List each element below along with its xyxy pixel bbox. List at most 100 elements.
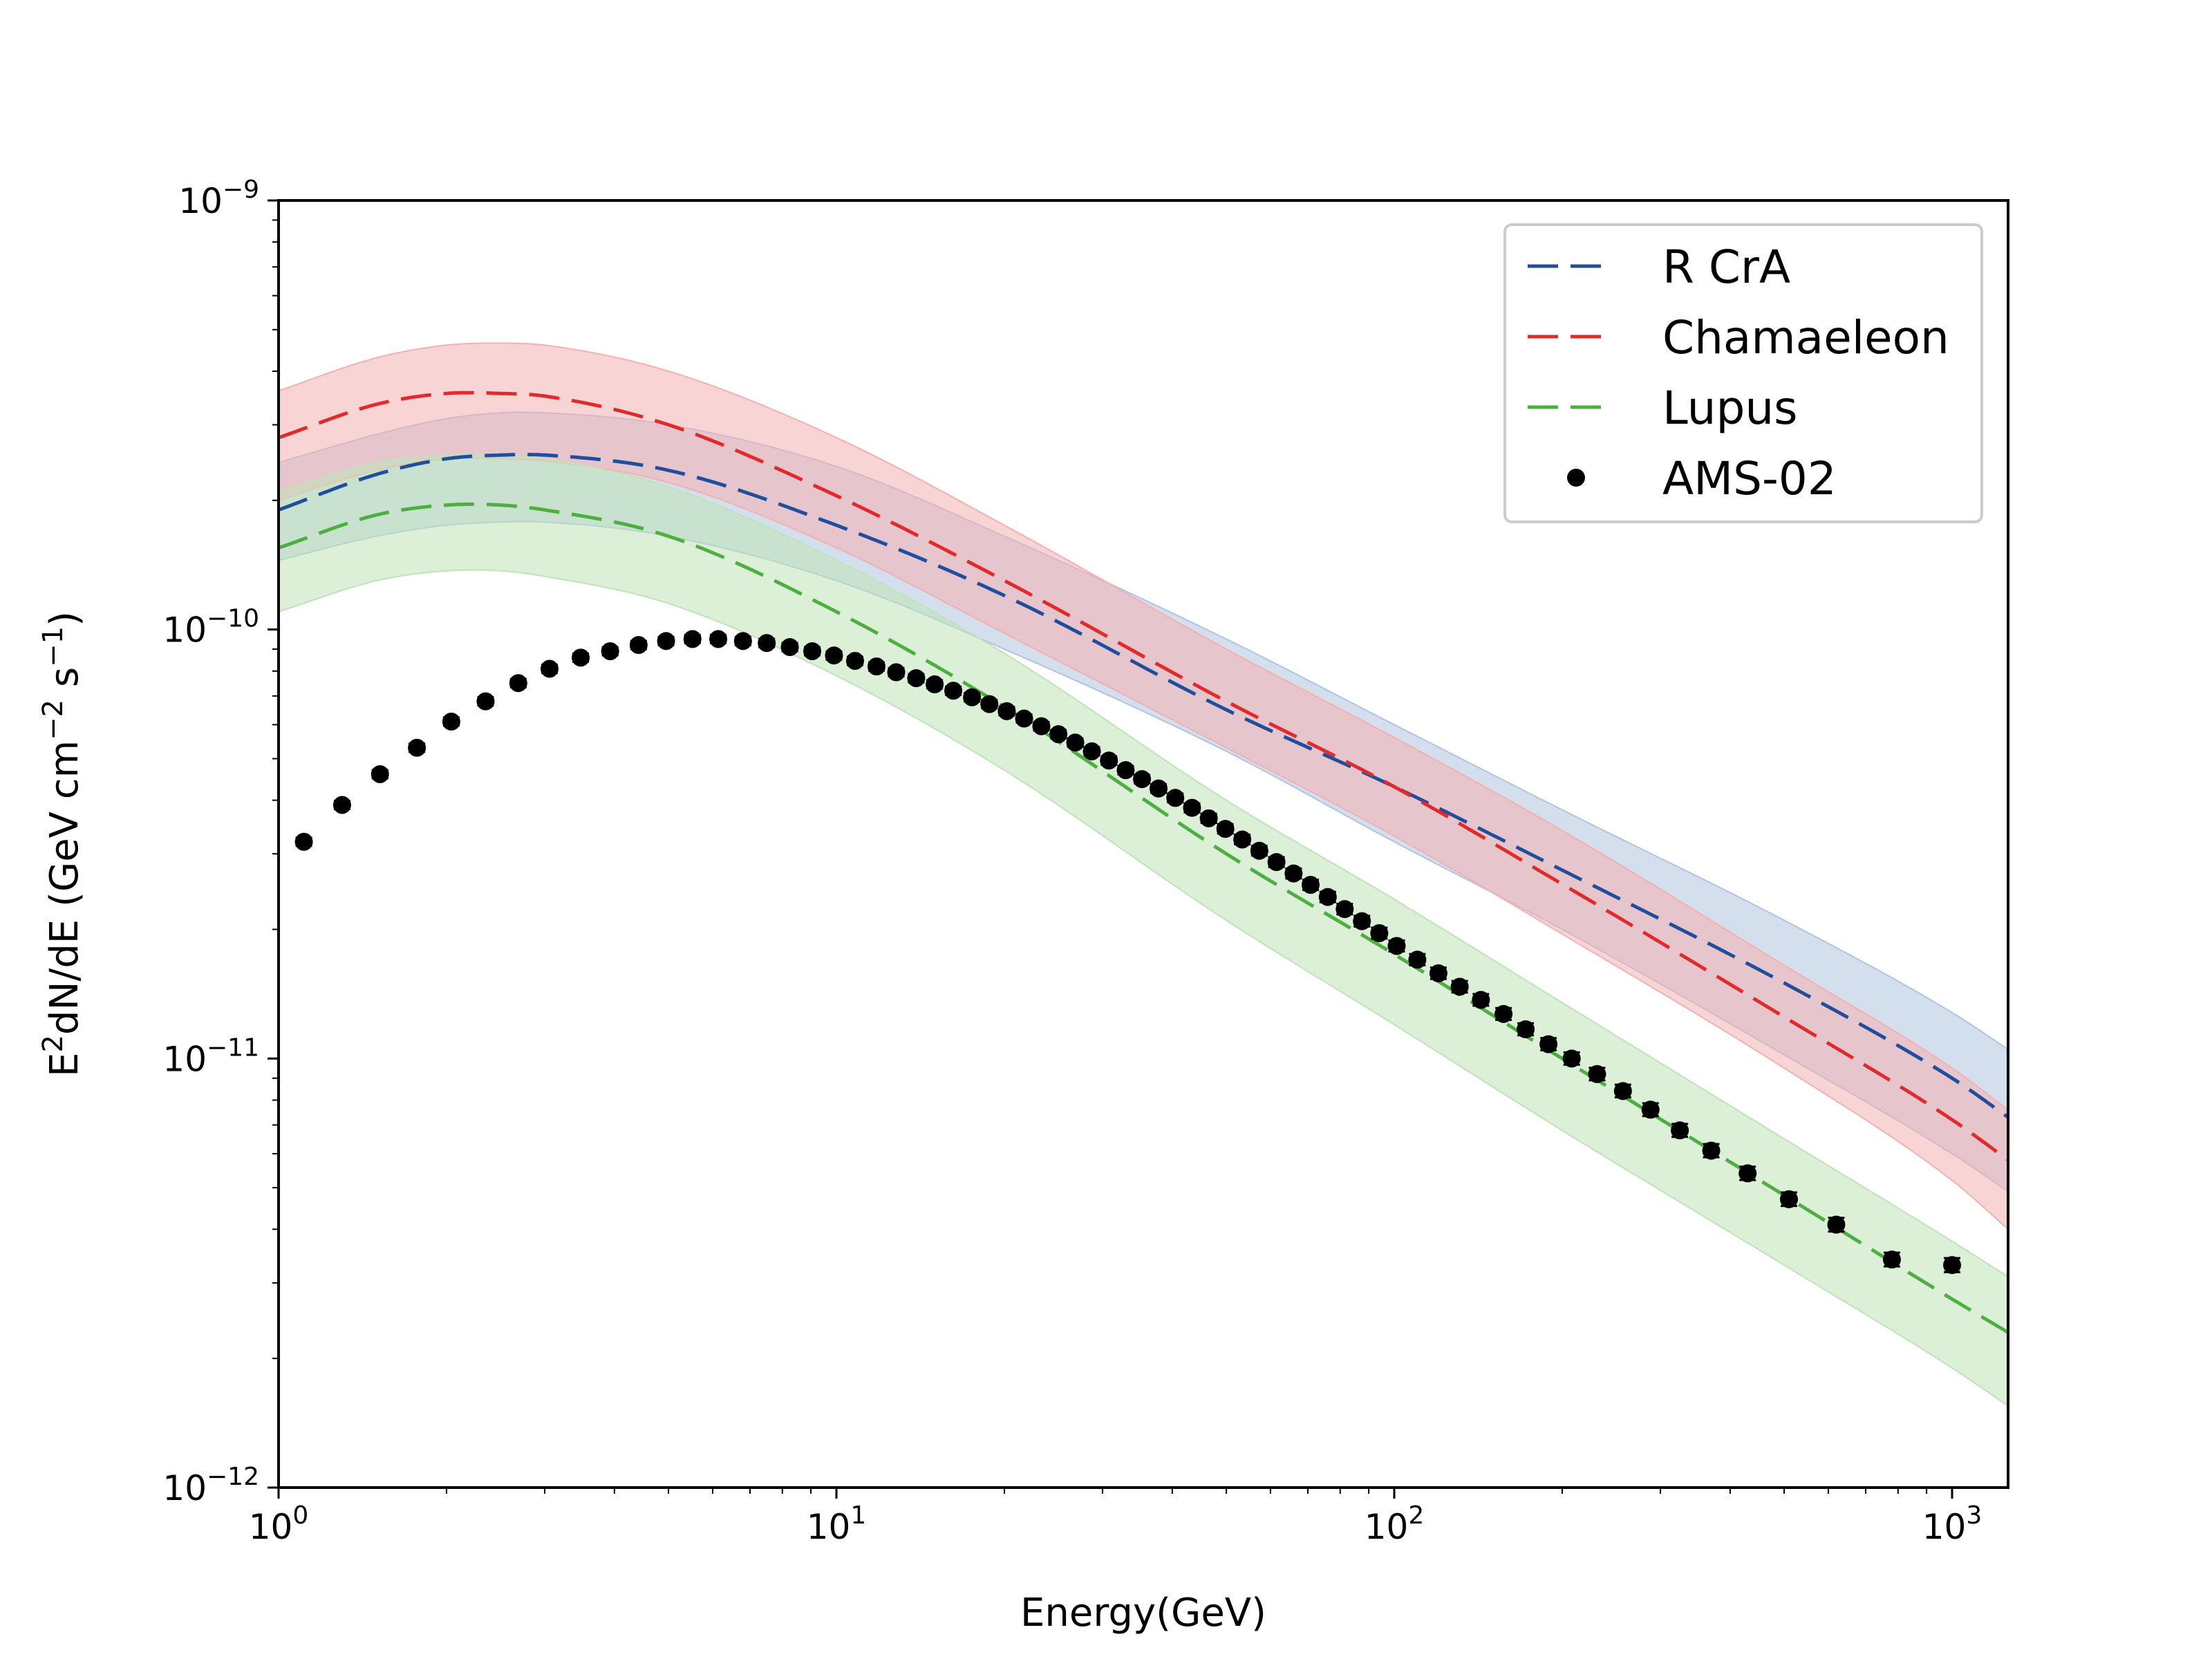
ams-02-marker (1166, 789, 1185, 807)
ams-02-point (1066, 733, 1085, 752)
x-axis-title: Energy(GeV) (1020, 1591, 1266, 1635)
ams-02-point (868, 657, 886, 676)
ams-02-marker (1100, 751, 1118, 770)
ams-02-marker (1450, 977, 1469, 996)
ams-02-point (1032, 717, 1051, 735)
ams-02-point (980, 695, 999, 713)
ams-02-marker (997, 702, 1016, 720)
ams-02-point (1049, 725, 1068, 744)
ams-02-point (1133, 770, 1152, 789)
ams-02-point (540, 659, 559, 678)
y-axis-title-end: ) (42, 611, 87, 626)
ams-02-marker (1250, 841, 1268, 860)
ams-02-point (657, 632, 675, 650)
ams-02-point (1588, 1065, 1606, 1083)
ams-02-marker (408, 738, 427, 757)
ams-02-point (944, 682, 963, 700)
ams-02-point (1233, 830, 1252, 849)
ams-02-point (709, 630, 728, 648)
ams-02-point (476, 692, 495, 711)
ams-02-point (1562, 1049, 1581, 1068)
ams-02-marker (887, 663, 906, 682)
ams-02-marker (1301, 876, 1320, 894)
ams-02-point (572, 648, 590, 667)
ams-02-marker (1882, 1250, 1901, 1269)
ams-02-point (1943, 1256, 1962, 1275)
ams-02-legend-marker (1567, 469, 1585, 487)
ams-02-point (1827, 1215, 1846, 1234)
ams-02-point (1450, 977, 1469, 996)
ams-02-marker (845, 652, 864, 671)
lupus-legend-label: Lupus (1662, 382, 1798, 435)
ams-02-point (442, 712, 460, 731)
ams-02-marker (758, 634, 776, 653)
ams-02-point (1370, 924, 1389, 942)
ams-02-marker (1827, 1215, 1846, 1234)
ams-02-point (371, 765, 389, 783)
ams-02-point (1015, 709, 1033, 728)
ams-02-point (887, 663, 906, 682)
ams-02-marker (1702, 1141, 1721, 1160)
ams-02-marker (963, 688, 982, 706)
ams-02-marker (1738, 1164, 1757, 1183)
y-axis-title-sup1: 2 (37, 1035, 69, 1052)
ams-02-marker (1284, 864, 1303, 883)
ams-02-marker (1233, 830, 1252, 849)
ams-02-point (629, 636, 648, 655)
ams-02-legend-label: AMS-02 (1662, 452, 1837, 505)
ams-02-marker (572, 648, 590, 667)
ams-02-marker (442, 712, 460, 731)
ams-02-point (1613, 1082, 1632, 1100)
ams-02-marker (1370, 924, 1389, 942)
ams-02-point (803, 642, 822, 661)
ams-02-point (1082, 742, 1101, 760)
ams-02-marker (509, 674, 527, 693)
ams-02-point (1267, 853, 1286, 872)
ams-02-point (1284, 864, 1303, 883)
ams-02-point (1387, 937, 1406, 955)
ams-02-marker (1387, 937, 1406, 955)
ams-02-marker (825, 646, 843, 665)
ams-02-marker (1015, 709, 1033, 728)
ams-02-point (1166, 789, 1185, 807)
axis-tick-labels: 100 101 102 103 10−12 10−11 10−10 10−9 (162, 176, 1982, 1547)
ams-02-marker (294, 832, 313, 851)
y-axis-title-sup2: −2 (37, 700, 69, 740)
y-tick-label: 10−11 (162, 1033, 259, 1079)
ams-02-point (509, 674, 527, 693)
ams-02-marker (1082, 742, 1101, 760)
ams-02-point (1199, 809, 1218, 827)
chamaeleon-legend-label: Chamaeleon (1662, 311, 1949, 364)
ams-02-marker (1780, 1190, 1799, 1208)
ams-02-marker (1318, 888, 1337, 906)
ams-02-marker (1216, 820, 1235, 838)
ams-02-point (1539, 1035, 1558, 1053)
ams-02-marker (1539, 1035, 1558, 1053)
ams-02-point (825, 646, 843, 665)
ams-02-marker (907, 669, 926, 688)
axis-ticks (268, 199, 1953, 1499)
ams-02-marker (1353, 912, 1371, 930)
ams-02-point (926, 675, 944, 694)
y-axis-title-mid: dN/dE (GeV cm (42, 740, 87, 1035)
ams-02-point (332, 796, 351, 814)
x-tick-label: 100 (249, 1501, 309, 1547)
ams-02-marker (868, 657, 886, 676)
ams-02-point (601, 642, 619, 661)
ams-02-point (1671, 1121, 1689, 1140)
y-axis-title-base: E (42, 1053, 87, 1077)
y-tick-label: 10−12 (162, 1463, 259, 1508)
x-tick-label: 103 (1922, 1501, 1983, 1547)
ams-02-marker (1517, 1020, 1535, 1039)
ams-02-marker (1562, 1049, 1581, 1068)
ams-02-marker (1943, 1256, 1962, 1275)
ams-02-point (1301, 876, 1320, 894)
ams-02-marker (803, 642, 822, 661)
ams-02-marker (1613, 1082, 1632, 1100)
ams-02-marker (1049, 725, 1068, 744)
ams-02-marker (371, 765, 389, 783)
r-cra-legend-label: R CrA (1662, 241, 1790, 294)
ams-02-point (1472, 991, 1490, 1009)
y-axis-title: E2dN/dE (GeV cm−2 s−1) (37, 611, 87, 1077)
ams-02-point (1353, 912, 1371, 930)
